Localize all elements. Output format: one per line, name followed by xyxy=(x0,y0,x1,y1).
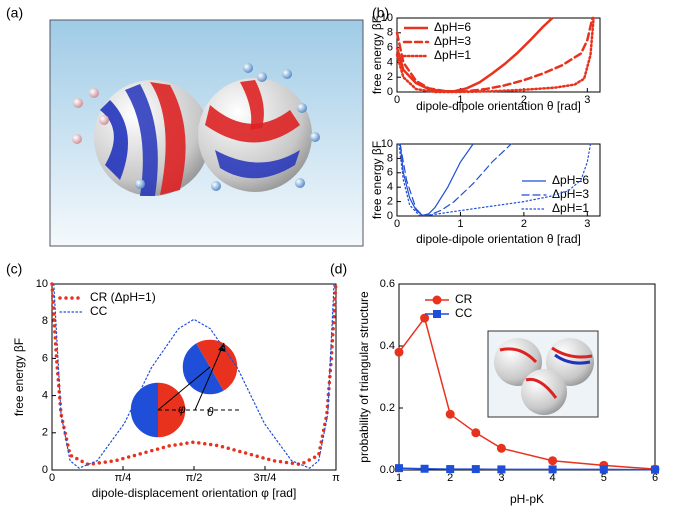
y-tick-label: 0 xyxy=(387,86,393,98)
x-tick-label: 4 xyxy=(550,472,556,484)
panel-label: (d) xyxy=(330,261,347,277)
marker xyxy=(446,465,454,473)
y-tick-label: 0 xyxy=(387,210,393,222)
legend-label: CR (ΔpH=1) xyxy=(90,290,156,304)
y-tick-label: 6 xyxy=(387,167,393,179)
legend-label: ΔpH=6 xyxy=(434,20,471,34)
annotation: θ xyxy=(207,405,214,419)
legend-label: CR xyxy=(455,292,473,306)
y-tick-label: 2 xyxy=(387,196,393,208)
marker xyxy=(446,410,455,419)
marker xyxy=(651,466,659,474)
marker xyxy=(497,444,506,453)
marker xyxy=(471,428,480,437)
y-tick-label: 0 xyxy=(42,464,48,476)
x-tick-label: 3 xyxy=(498,472,504,484)
y-axis-label: free energy βF xyxy=(370,16,384,94)
marker xyxy=(549,465,557,473)
x-tick-label: π/2 xyxy=(186,472,203,484)
marker xyxy=(472,465,480,473)
y-axis-label: free energy βF xyxy=(370,141,384,219)
figure: (a) (b)01230246810dipole-dipole orientat… xyxy=(0,0,673,512)
x-tick-label: 1 xyxy=(457,218,463,230)
legend-label: CC xyxy=(90,304,108,318)
x-axis-label: pH-pK xyxy=(510,492,544,506)
x-tick-label: π xyxy=(332,472,340,484)
x-axis-label: dipole-dipole orientation θ [rad] xyxy=(416,232,581,246)
x-tick-label: 3 xyxy=(584,94,590,106)
x-tick-label: 2 xyxy=(521,218,527,230)
x-tick-label: 3π/4 xyxy=(254,472,277,484)
panel-d-inset xyxy=(488,331,598,417)
legend-label: ΔpH=3 xyxy=(434,34,471,48)
y-tick-label: 0.2 xyxy=(380,402,395,414)
y-tick-label: 0.6 xyxy=(380,278,395,290)
x-axis-label: dipole-dipole orientation θ [rad] xyxy=(416,99,581,113)
y-tick-label: 0.4 xyxy=(380,340,395,352)
legend-marker xyxy=(433,296,442,305)
x-tick-label: 3 xyxy=(584,218,590,230)
series-line xyxy=(399,468,655,470)
series-line xyxy=(400,144,511,215)
panel-label: (a) xyxy=(6,5,23,21)
annotation: φ xyxy=(178,402,186,416)
x-tick-label: 0 xyxy=(394,218,400,230)
y-tick-label: 4 xyxy=(42,390,48,402)
legend-marker xyxy=(433,310,441,318)
x-tick-label: 1 xyxy=(396,472,402,484)
y-tick-label: 8 xyxy=(387,152,393,164)
x-tick-label: π/4 xyxy=(115,472,132,484)
y-tick-label: 8 xyxy=(42,315,48,327)
y-tick-label: 0.0 xyxy=(380,464,395,476)
panel-label: (c) xyxy=(6,261,22,277)
marker xyxy=(395,464,403,472)
legend-label: ΔpH=6 xyxy=(552,173,589,187)
y-tick-label: 4 xyxy=(387,56,393,68)
marker xyxy=(421,465,429,473)
marker xyxy=(420,314,429,323)
y-tick-label: 6 xyxy=(387,42,393,54)
y-tick-label: 8 xyxy=(387,27,393,39)
marker xyxy=(548,456,557,465)
series-line xyxy=(400,144,473,215)
page: {"panel_a": {"label": "(a)"}, "chart_dat… xyxy=(0,0,673,512)
x-tick-label: 5 xyxy=(601,472,607,484)
panel-c-inset xyxy=(130,329,248,438)
y-axis-label: free energy βF xyxy=(12,338,26,416)
legend-label: CC xyxy=(455,306,473,320)
y-tick-label: 10 xyxy=(36,278,48,290)
panel-a-image xyxy=(50,20,363,246)
x-axis-label: dipole-displacement orientation φ [rad] xyxy=(92,486,297,500)
x-tick-label: 0 xyxy=(394,94,400,106)
marker xyxy=(600,465,608,473)
y-tick-label: 4 xyxy=(387,181,393,193)
legend-label: ΔpH=1 xyxy=(434,48,471,62)
x-tick-label: 6 xyxy=(652,472,658,484)
x-tick-label: 0 xyxy=(49,472,55,484)
y-tick-label: 2 xyxy=(42,427,48,439)
legend-label: ΔpH=1 xyxy=(552,201,589,215)
y-axis-label: probability of triangular structure xyxy=(357,291,371,463)
y-tick-label: 6 xyxy=(42,352,48,364)
x-tick-label: 2 xyxy=(447,472,453,484)
y-tick-label: 2 xyxy=(387,71,393,83)
marker xyxy=(497,465,505,473)
marker xyxy=(395,348,404,357)
